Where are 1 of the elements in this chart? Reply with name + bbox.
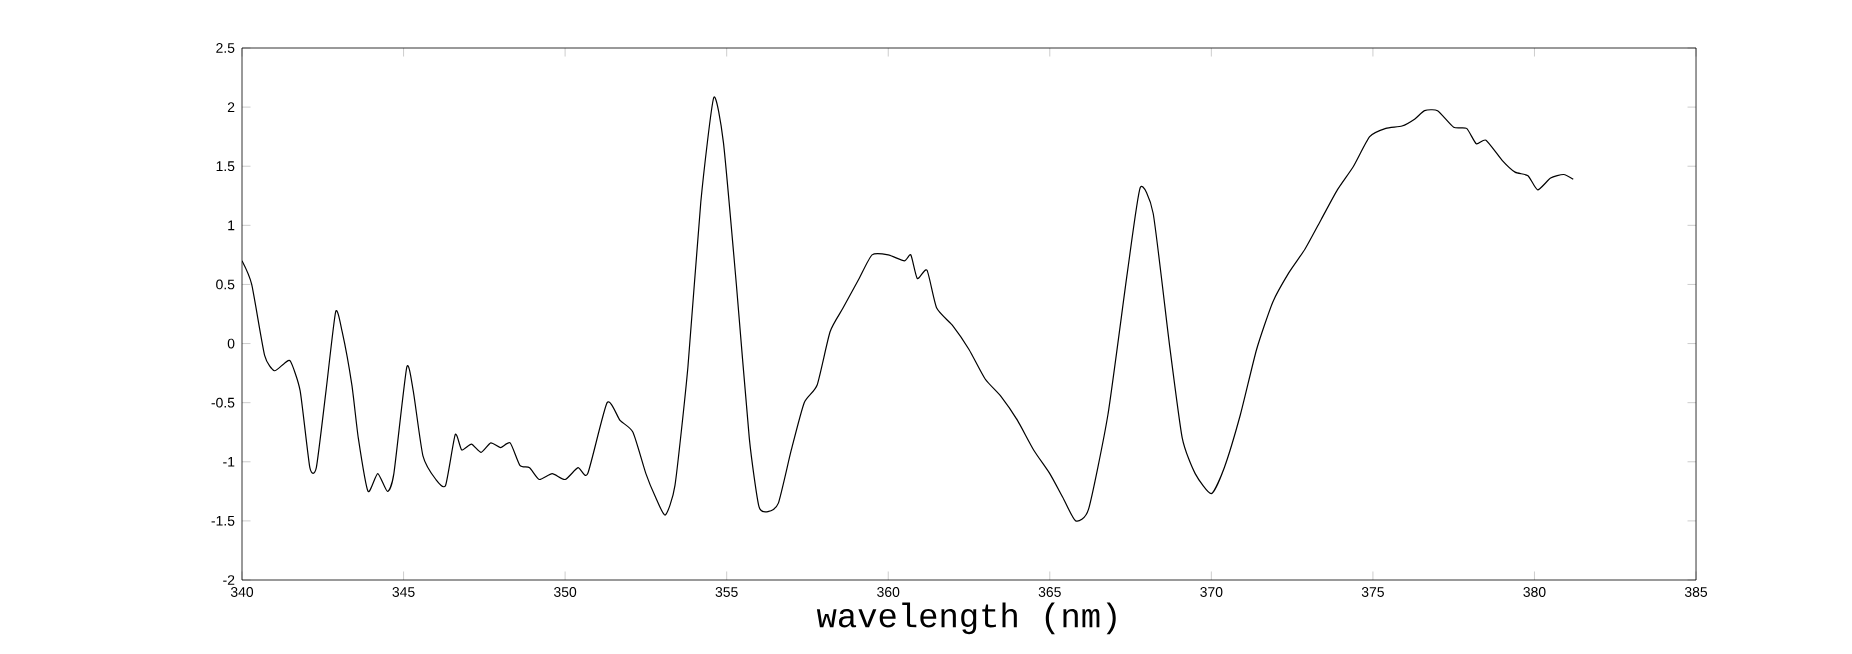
x-axis-title: wavelength (nm) [816,602,1116,635]
